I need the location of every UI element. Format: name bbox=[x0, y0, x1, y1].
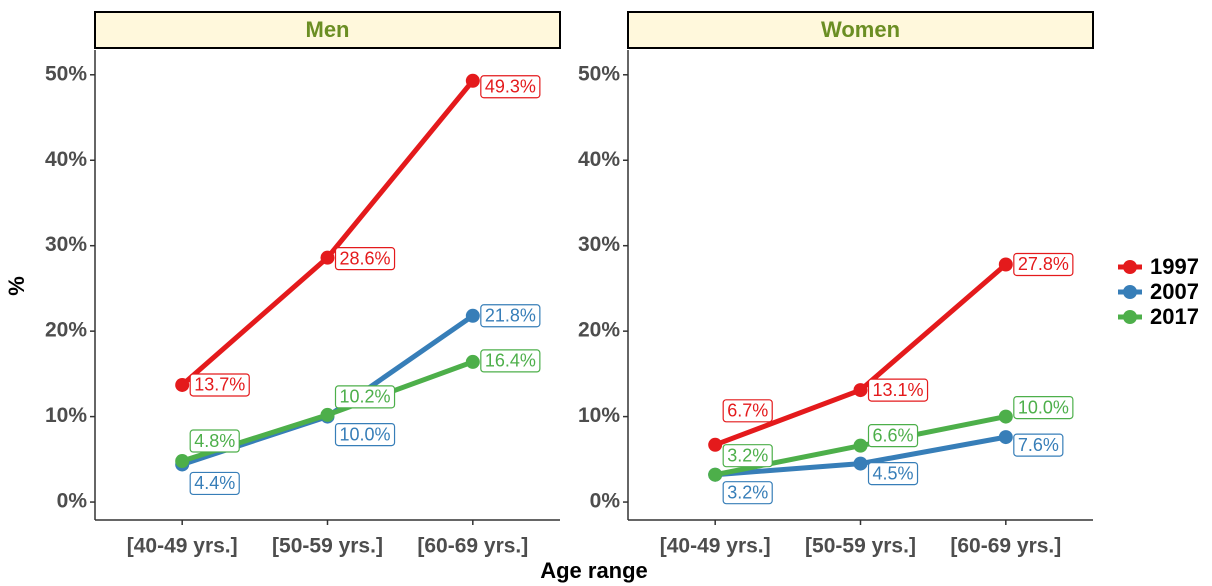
label-box bbox=[480, 304, 541, 328]
data-point bbox=[465, 73, 480, 88]
data-point bbox=[320, 250, 335, 265]
data-point bbox=[853, 456, 868, 471]
y-axis-title: % bbox=[4, 276, 29, 296]
data-point bbox=[998, 409, 1013, 424]
y-tick-label: 0% bbox=[590, 490, 621, 513]
x-tick-label: [40-49 yrs.] bbox=[127, 535, 238, 558]
series-line bbox=[180, 79, 475, 387]
label-box bbox=[480, 75, 541, 99]
x-tick-label: [60-69 yrs.] bbox=[950, 535, 1061, 558]
label-box bbox=[1013, 433, 1064, 457]
legend-marker bbox=[1123, 285, 1137, 299]
data-label: 4.8% bbox=[194, 431, 235, 451]
data-label: 49.3% bbox=[485, 77, 536, 97]
legend-label: 2017 bbox=[1150, 304, 1199, 329]
data-point bbox=[175, 454, 190, 469]
y-tick-label: 30% bbox=[45, 233, 87, 256]
y-tick-label: 10% bbox=[578, 404, 620, 427]
label-box bbox=[334, 423, 396, 447]
data-point bbox=[320, 407, 335, 422]
label-box bbox=[334, 385, 396, 409]
label-box bbox=[722, 481, 773, 505]
y-tick-label: 20% bbox=[578, 319, 620, 342]
data-point bbox=[465, 354, 480, 369]
label-box bbox=[1013, 396, 1074, 420]
data-label: 10.0% bbox=[340, 424, 391, 444]
data-label: 27.8% bbox=[1018, 254, 1069, 274]
data-label: 3.2% bbox=[727, 482, 768, 502]
data-point bbox=[853, 438, 868, 453]
legend-marker bbox=[1123, 260, 1137, 274]
data-label: 4.4% bbox=[194, 473, 235, 493]
label-box bbox=[867, 462, 919, 486]
y-tick-label: 0% bbox=[57, 490, 88, 513]
data-point bbox=[998, 430, 1013, 445]
data-label: 21.8% bbox=[485, 306, 536, 326]
data-point bbox=[708, 467, 723, 482]
y-tick-label: 50% bbox=[45, 62, 87, 85]
y-tick-label: 40% bbox=[45, 148, 87, 171]
data-label: 10.0% bbox=[1018, 397, 1069, 417]
legend-marker bbox=[1123, 310, 1137, 324]
label-box bbox=[334, 247, 396, 271]
x-axis-title: Age range bbox=[540, 558, 648, 583]
x-tick-label: [50-59 yrs.] bbox=[272, 535, 383, 558]
legend-label: 2007 bbox=[1150, 279, 1199, 304]
data-label: 3.2% bbox=[727, 445, 768, 465]
data-label: 16.4% bbox=[485, 351, 536, 371]
label-box bbox=[189, 429, 240, 453]
data-label: 13.7% bbox=[194, 375, 245, 395]
panel-title: Women bbox=[821, 17, 900, 42]
label-box bbox=[189, 373, 250, 397]
y-tick-label: 40% bbox=[578, 148, 620, 171]
x-tick-label: [60-69 yrs.] bbox=[417, 535, 528, 558]
label-box bbox=[722, 399, 773, 423]
label-box bbox=[722, 444, 773, 468]
data-label: 7.6% bbox=[1018, 435, 1059, 455]
x-tick-label: [40-49 yrs.] bbox=[660, 535, 771, 558]
data-point bbox=[708, 437, 723, 452]
y-tick-label: 20% bbox=[45, 319, 87, 342]
data-label: 6.7% bbox=[727, 401, 768, 421]
x-tick-label: [50-59 yrs.] bbox=[805, 535, 916, 558]
label-box bbox=[189, 471, 240, 496]
data-point bbox=[998, 257, 1013, 272]
y-tick-label: 30% bbox=[578, 233, 620, 256]
data-label: 6.6% bbox=[873, 425, 914, 445]
data-point bbox=[465, 308, 480, 323]
y-tick-label: 10% bbox=[45, 404, 87, 427]
label-box bbox=[1013, 252, 1074, 277]
data-point bbox=[853, 383, 868, 398]
data-label: 13.1% bbox=[873, 380, 924, 400]
panel-title: Men bbox=[306, 17, 350, 42]
strip-background bbox=[627, 11, 1094, 49]
legend-label: 1997 bbox=[1150, 254, 1199, 279]
data-point bbox=[175, 377, 190, 392]
data-label: 28.6% bbox=[340, 248, 391, 268]
data-label: 10.2% bbox=[340, 387, 391, 407]
label-box bbox=[867, 424, 919, 448]
data-label: 4.5% bbox=[873, 463, 914, 483]
y-tick-label: 50% bbox=[578, 62, 620, 85]
strip-background bbox=[94, 11, 561, 49]
label-box bbox=[867, 378, 929, 402]
label-box bbox=[480, 349, 541, 373]
